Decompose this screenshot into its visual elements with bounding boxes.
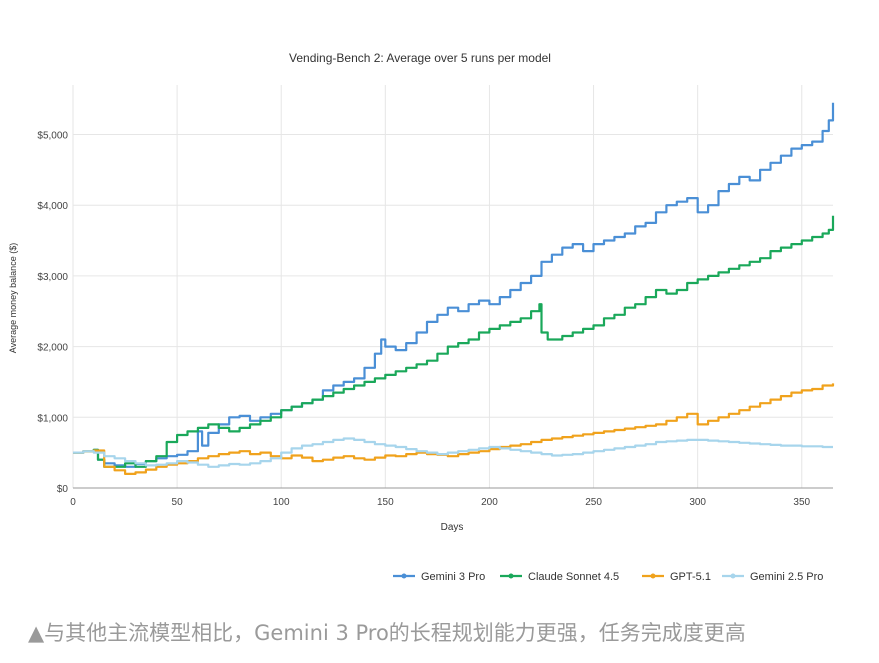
legend-marker-gemini-2-5-pro (730, 573, 736, 579)
series-line-gemini-2-5-pro (73, 437, 833, 468)
series-line-gemini-3-pro (73, 102, 835, 468)
y-tick-label: $3,000 (37, 272, 68, 283)
legend: Gemini 3 Pro Claude Sonnet 4.5 GPT-5.1 Gemi… (393, 571, 823, 583)
x-tick-label: 50 (172, 497, 184, 508)
legend-marker-gpt-5-1 (650, 573, 656, 579)
y-tick-label: $2,000 (37, 343, 68, 354)
series-line-gpt-5-1 (73, 383, 835, 475)
line-chart: $0 $1,000 $2,000 $3,000 $4,000 $5,000 0 50 100 15… (8, 51, 835, 583)
image-caption: ▲与其他主流模型相比，Gemini 3 Pro的长程规划能力更强，任务完成度更高 (28, 621, 746, 645)
grid (72, 85, 833, 489)
legend-marker-claude-sonnet-4-5 (508, 573, 514, 579)
legend-label-gpt-5-1: GPT-5.1 (670, 571, 711, 583)
y-tick-label: $1,000 (37, 413, 68, 424)
x-tick-label: 350 (793, 497, 810, 508)
x-tick-label: 300 (689, 497, 706, 508)
y-tick-label: $5,000 (37, 130, 68, 141)
chart-title: Vending-Bench 2: Average over 5 runs per… (289, 51, 551, 65)
x-tick-label: 200 (481, 497, 498, 508)
legend-marker-gemini-3-pro (401, 573, 407, 579)
y-axis-label: Average money balance ($) (8, 243, 18, 353)
legend-label-claude-sonnet-4-5: Claude Sonnet 4.5 (528, 571, 619, 583)
x-tick-label: 0 (70, 497, 76, 508)
x-tick-label: 150 (377, 497, 394, 508)
x-axis-label: Days (441, 522, 464, 533)
x-tick-label: 250 (585, 497, 602, 508)
series-lines (73, 102, 835, 475)
series-line-claude-sonnet-4-5 (73, 215, 835, 468)
legend-label-gemini-3-pro: Gemini 3 Pro (421, 571, 485, 583)
legend-label-gemini-2-5-pro: Gemini 2.5 Pro (750, 571, 823, 583)
y-tick-label: $0 (57, 484, 69, 495)
x-tick-label: 100 (273, 497, 290, 508)
axes: $0 $1,000 $2,000 $3,000 $4,000 $5,000 0 50 100 15… (37, 130, 833, 508)
y-tick-label: $4,000 (37, 201, 68, 212)
